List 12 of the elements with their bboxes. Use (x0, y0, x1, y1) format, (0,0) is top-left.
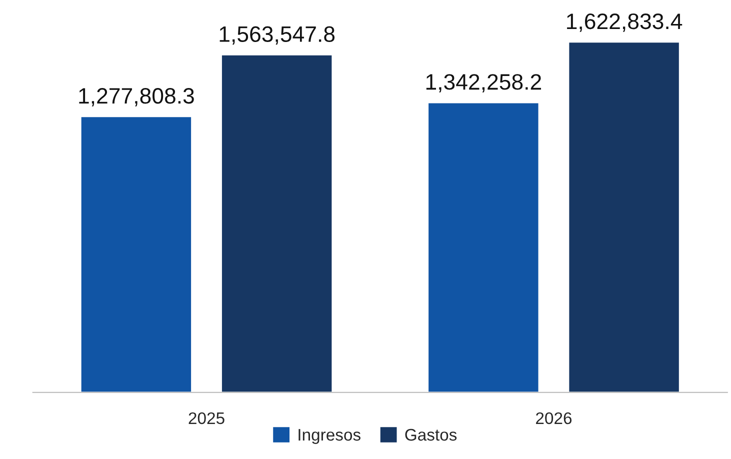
data-label: 1,342,258.2 (426, 74, 542, 92)
data-label: 1,563,547.8 (220, 26, 335, 45)
bar (427, 102, 540, 392)
x-tick-label: 2025 (188, 412, 224, 424)
data-label: 1,277,808.3 (79, 88, 194, 106)
bar (80, 116, 192, 392)
legend-label: Gastos (405, 428, 457, 441)
bar (220, 54, 334, 392)
x-tick-label: 2026 (536, 412, 572, 424)
bar (568, 41, 680, 392)
data-label: 1,622,833.4 (567, 13, 682, 32)
legend-label: Ingresos (298, 429, 360, 444)
